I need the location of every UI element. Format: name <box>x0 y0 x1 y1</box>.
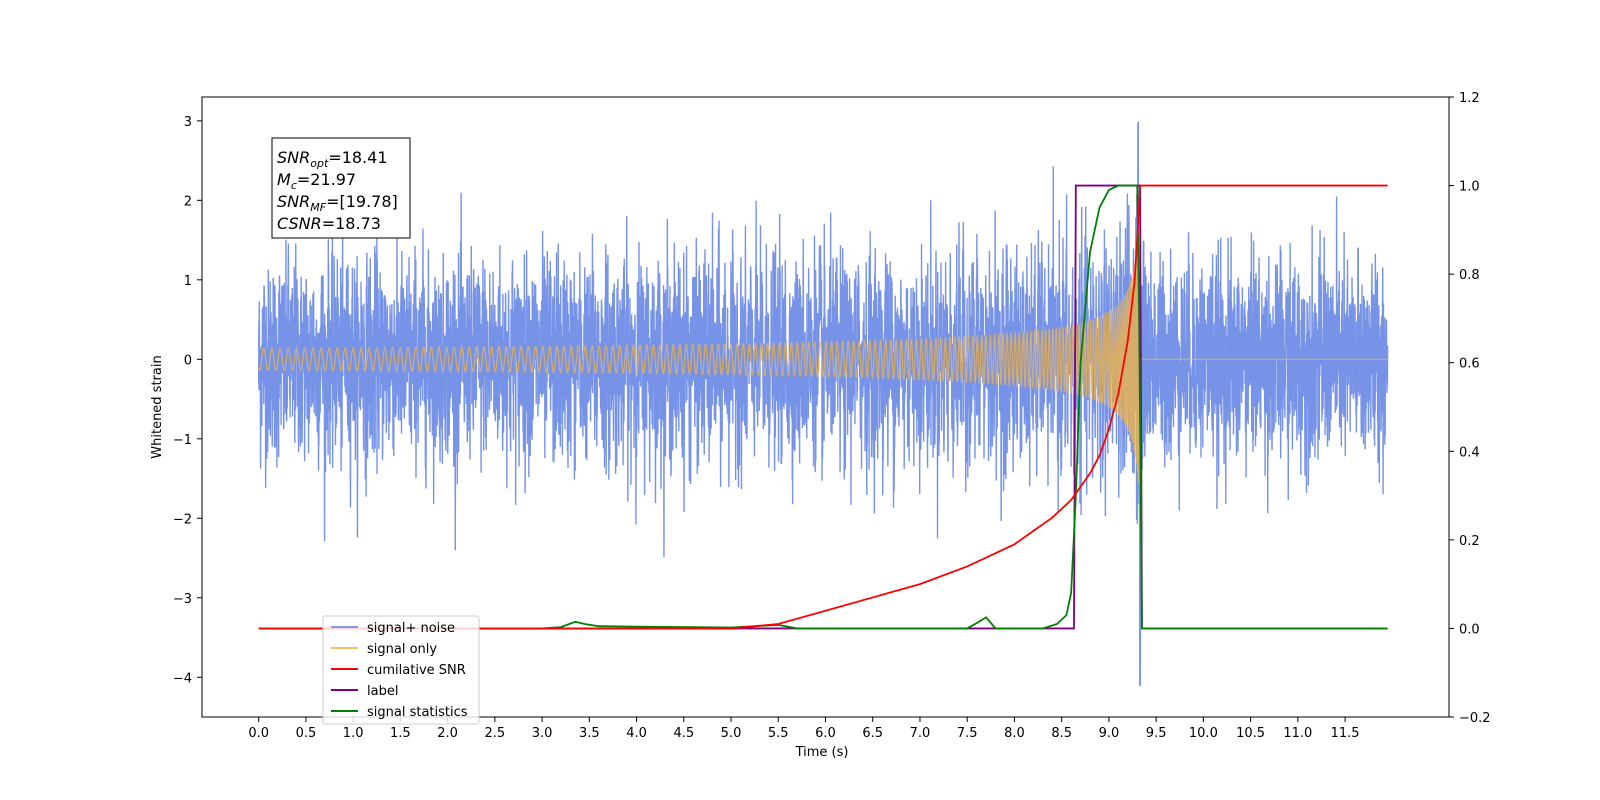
y-left-tick-label: 2 <box>184 194 192 209</box>
y-right-tick-label: 0.4 <box>1459 445 1480 460</box>
x-tick-label: 9.5 <box>1146 726 1167 741</box>
y-left-tick-label: −2 <box>173 512 192 527</box>
x-tick-label: 2.0 <box>437 726 458 741</box>
legend-entry: signal statistics <box>367 705 468 720</box>
x-tick-label: 7.5 <box>957 726 978 741</box>
x-tick-label: 4.5 <box>673 726 694 741</box>
line-signal-statistics <box>258 184 1388 630</box>
y-right-tick-label: 0.6 <box>1459 357 1480 372</box>
x-tick-label: 3.0 <box>532 726 553 741</box>
y-left-tick-label: 3 <box>184 115 192 130</box>
series-signal-noise <box>257 121 1389 686</box>
y-right-tick-label: 0.2 <box>1459 534 1480 549</box>
x-tick-label: 10.0 <box>1189 726 1218 741</box>
legend-entry: label <box>367 684 398 699</box>
x-tick-label: 1.5 <box>390 726 411 741</box>
line-signal-only <box>258 219 1388 485</box>
annotation-line: Mc=21.97 <box>277 170 356 192</box>
right-axis-series <box>258 184 1388 630</box>
legend-frame <box>322 615 480 725</box>
y-left-tick-label: −1 <box>173 433 192 448</box>
y-right-tick-label: −0.2 <box>1459 711 1491 726</box>
x-tick-label: 0.0 <box>248 726 269 741</box>
x-tick-label: 7.0 <box>910 726 931 741</box>
x-tick-label: 3.5 <box>579 726 600 741</box>
y-left-tick-label: −3 <box>173 592 192 607</box>
x-tick-label: 2.5 <box>485 726 506 741</box>
x-tick-label: 6.5 <box>862 726 883 741</box>
y-left-tick-label: −4 <box>173 671 192 686</box>
legend: signal+ noise signal only cumilative SNR la… <box>322 615 480 725</box>
line-signal-noise <box>257 121 1389 686</box>
x-axis: 0.0 0.5 1.0 1.5 2.0 2.5 3.0 3.5 4.0 4.5 5.0 5.5 6.0 6… <box>248 717 1360 741</box>
y-axis-title: Whitened strain <box>150 355 165 458</box>
annotation-box: SNRopt=18.41Mc=21.97SNRMF=[19.78]CSNR=18… <box>271 137 411 239</box>
x-tick-label: 0.5 <box>296 726 317 741</box>
x-tick-label: 10.5 <box>1236 726 1265 741</box>
legend-entry: cumilative SNR <box>367 663 466 678</box>
x-tick-label: 8.5 <box>1051 726 1072 741</box>
x-axis-title: Time (s) <box>795 745 849 760</box>
y-left-tick-label: 0 <box>184 353 192 368</box>
y-right-tick-label: 0.8 <box>1459 268 1480 283</box>
x-tick-label: 4.0 <box>626 726 647 741</box>
line-cumulative-snr <box>258 184 1388 630</box>
y-right-tick-label: 1.2 <box>1459 91 1480 106</box>
series-signal-only <box>258 219 1388 485</box>
y-left-tick-label: 1 <box>184 274 192 289</box>
legend-entry: signal+ noise <box>367 621 455 636</box>
y-axis-left: 3 2 1 0 −1 −2 −3 −4 <box>173 115 202 686</box>
x-tick-label: 11.0 <box>1283 726 1312 741</box>
y-right-tick-label: 0.0 <box>1459 622 1480 637</box>
x-tick-label: 11.5 <box>1331 726 1360 741</box>
annotation-frame <box>271 137 411 239</box>
x-tick-label: 5.5 <box>768 726 789 741</box>
annotation-line: SNRMF=[19.78] <box>277 192 398 214</box>
y-right-tick-label: 1.0 <box>1459 180 1480 195</box>
legend-entry: signal only <box>367 642 437 657</box>
annotation-line: CSNR=18.73 <box>277 214 381 233</box>
x-tick-label: 9.0 <box>1099 726 1120 741</box>
x-tick-label: 8.0 <box>1004 726 1025 741</box>
x-tick-label: 5.0 <box>721 726 742 741</box>
annotation-line: SNRopt=18.41 <box>277 148 388 170</box>
x-tick-label: 6.0 <box>815 726 836 741</box>
x-tick-label: 1.0 <box>343 726 364 741</box>
y-axis-right: 1.2 1.0 0.8 0.6 0.4 0.2 0.0 −0.2 <box>1449 91 1491 726</box>
